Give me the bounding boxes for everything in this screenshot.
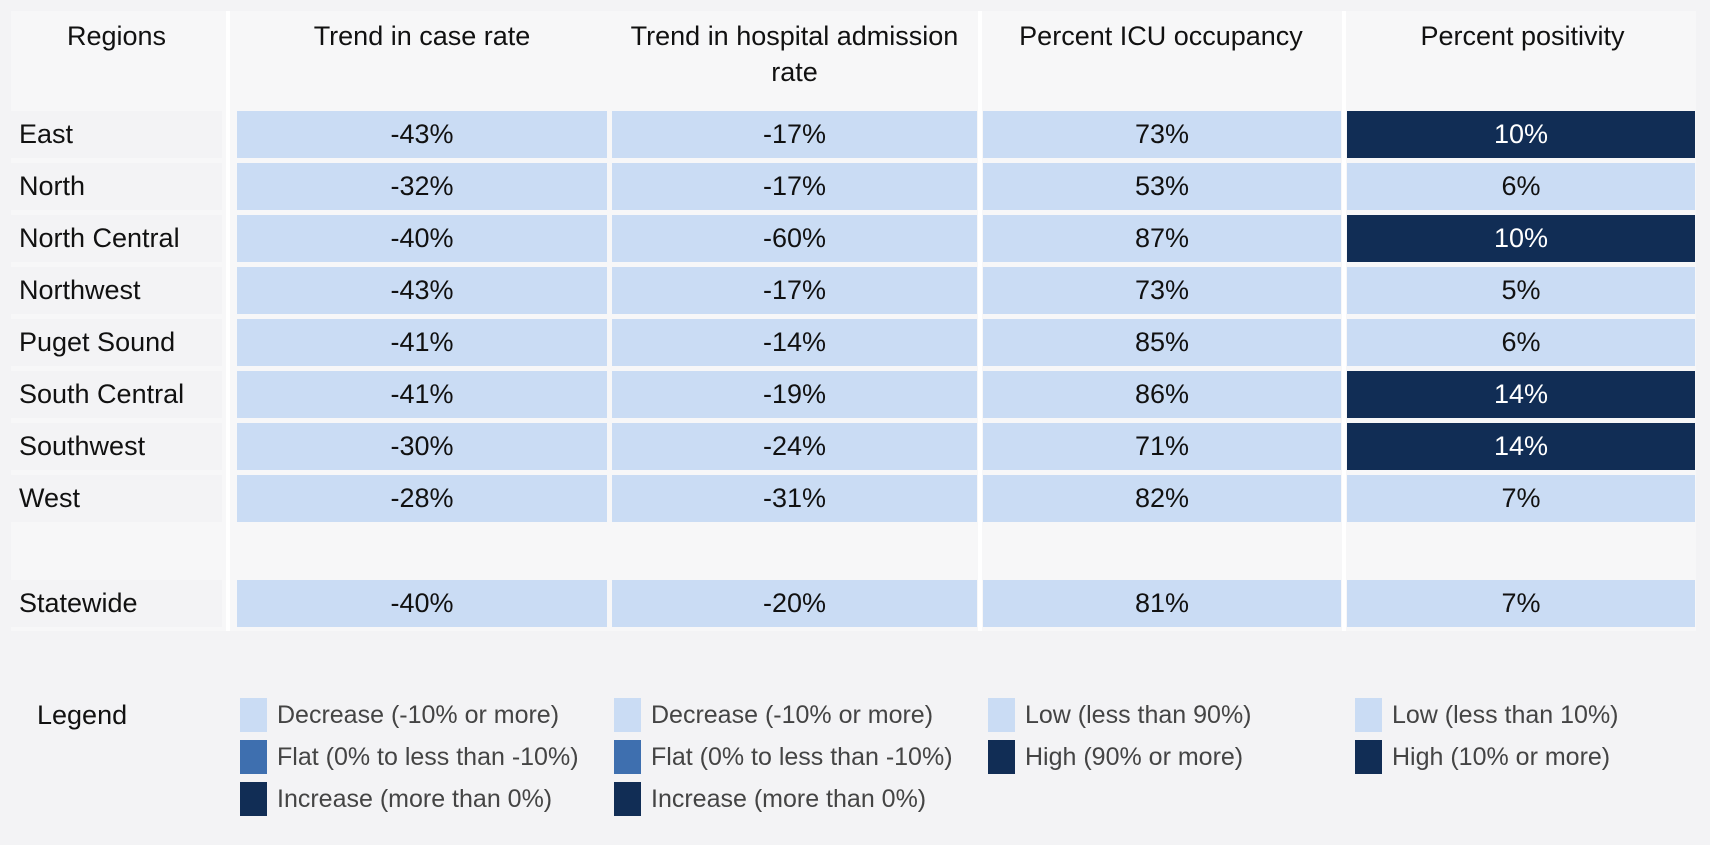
cell-case-rate: -40% [237, 580, 607, 627]
cell-case-rate: -43% [237, 267, 607, 314]
header-hospital-rate: Trend in hospital admission rate [630, 21, 959, 87]
region-cell [11, 423, 222, 470]
region-label: Southwest [19, 431, 146, 461]
cell-hospital-rate: -19% [612, 371, 977, 418]
region-label: South Central [19, 379, 185, 409]
legend-label: Flat (0% to less than -10%) [651, 743, 953, 771]
region-cell [11, 163, 222, 210]
legend-label: High (90% or more) [1025, 743, 1244, 771]
cell-case-rate: -41% [237, 371, 607, 418]
cell-positivity: 10% [1347, 111, 1695, 158]
cell-case-rate: -30% [237, 423, 607, 470]
region-cell [11, 319, 222, 366]
cell-positivity: 14% [1347, 371, 1695, 418]
legend-swatch [240, 698, 267, 732]
cell-hospital-rate: -17% [612, 267, 977, 314]
region-cell [11, 111, 222, 158]
cell-icu: 73% [983, 111, 1341, 158]
region-label: North Central [19, 223, 180, 253]
legend-label: High (10% or more) [1392, 743, 1611, 771]
legend-swatch [1355, 740, 1382, 774]
cell-positivity: 7% [1347, 475, 1695, 522]
cell-icu: 86% [983, 371, 1341, 418]
cell-icu: 87% [983, 215, 1341, 262]
cell-hospital-rate: -20% [612, 580, 977, 627]
region-label: East [19, 119, 74, 149]
cell-case-rate: -40% [237, 215, 607, 262]
cell-icu: 71% [983, 423, 1341, 470]
cell-positivity: 5% [1347, 267, 1695, 314]
legend-swatch [988, 740, 1015, 774]
region-cell [11, 215, 222, 262]
header-case-rate: Trend in case rate [313, 21, 531, 51]
legend-label: Low (less than 90%) [1025, 701, 1252, 729]
cell-icu: 53% [983, 163, 1341, 210]
region-label: Statewide [19, 588, 138, 618]
legend-label: Low (less than 10%) [1392, 701, 1619, 729]
cell-positivity: 6% [1347, 319, 1695, 366]
header-icu: Percent ICU occupancy [1019, 21, 1303, 51]
region-cell [11, 475, 222, 522]
cell-hospital-rate: -17% [612, 111, 977, 158]
cell-case-rate: -28% [237, 475, 607, 522]
cell-case-rate: -43% [237, 111, 607, 158]
legend-swatch [614, 782, 641, 816]
cell-positivity: 6% [1347, 163, 1695, 210]
cell-hospital-rate: -14% [612, 319, 977, 366]
region-cell [11, 580, 222, 627]
region-label: North [19, 171, 86, 201]
column-separator [1342, 11, 1346, 631]
legend-label: Decrease (-10% or more) [277, 701, 560, 729]
legend-label: Increase (more than 0%) [651, 785, 927, 813]
region-cell [11, 371, 222, 418]
cell-icu: 73% [983, 267, 1341, 314]
region-cell [11, 267, 222, 314]
cell-icu: 82% [983, 475, 1341, 522]
cell-hospital-rate: -24% [612, 423, 977, 470]
cell-positivity: 14% [1347, 423, 1695, 470]
cell-icu: 85% [983, 319, 1341, 366]
region-label: Northwest [19, 275, 141, 305]
cell-positivity: 7% [1347, 580, 1695, 627]
legend-label: Decrease (-10% or more) [651, 701, 934, 729]
cell-case-rate: -41% [237, 319, 607, 366]
cell-positivity: 10% [1347, 215, 1695, 262]
legend-swatch [988, 698, 1015, 732]
cell-hospital-rate: -60% [612, 215, 977, 262]
cell-hospital-rate: -31% [612, 475, 977, 522]
header-regions: Regions [66, 21, 167, 51]
cell-hospital-rate: -17% [612, 163, 977, 210]
legend-swatch [1355, 698, 1382, 732]
header-positivity: Percent positivity [1420, 21, 1625, 51]
legend-swatch [614, 740, 641, 774]
column-separator [978, 11, 982, 631]
legend-swatch [240, 782, 267, 816]
legend-title: Legend [37, 700, 128, 730]
region-label: West [19, 483, 81, 513]
legend-label: Increase (more than 0%) [277, 785, 553, 813]
legend-label: Flat (0% to less than -10%) [277, 743, 579, 771]
cell-icu: 81% [983, 580, 1341, 627]
cell-case-rate: -32% [237, 163, 607, 210]
column-separator [226, 11, 230, 631]
legend-swatch [240, 740, 267, 774]
legend-swatch [614, 698, 641, 732]
region-label: Puget Sound [19, 327, 176, 357]
